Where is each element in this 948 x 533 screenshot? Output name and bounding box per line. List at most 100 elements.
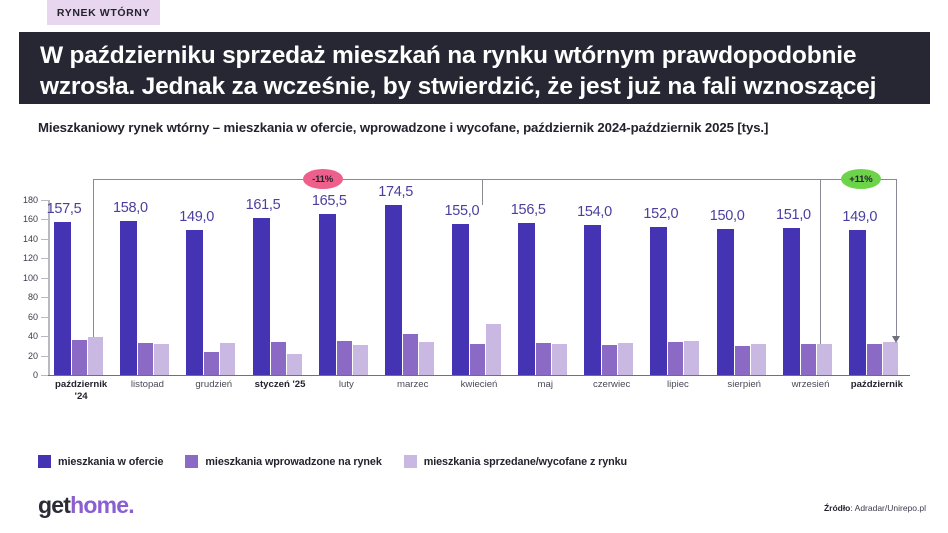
y-tick-label: 20 bbox=[27, 350, 38, 361]
bar-value-label: 149,0 bbox=[842, 209, 878, 226]
bar-value-label: 149,0 bbox=[179, 209, 215, 226]
bar bbox=[204, 352, 220, 375]
x-tick-label: październik '24 bbox=[55, 379, 108, 402]
x-tick-label: listopad bbox=[130, 379, 164, 390]
bar-value-label: 154,0 bbox=[577, 204, 612, 221]
category-tag: RYNEK WTÓRNY bbox=[47, 0, 160, 25]
bar bbox=[137, 343, 153, 375]
bar bbox=[186, 230, 204, 375]
y-tick-label: 80 bbox=[27, 292, 38, 303]
bar bbox=[867, 344, 883, 375]
annotation-connector bbox=[93, 179, 95, 338]
gethome-logo: gethome. bbox=[38, 492, 135, 519]
headline-banner: W październiku sprzedaż mieszkań na rynk… bbox=[19, 32, 930, 104]
y-tick-mark bbox=[41, 297, 48, 299]
legend-item[interactable]: mieszkania sprzedane/wycofane z rynku bbox=[403, 455, 628, 468]
bar-value-label: 150,0 bbox=[709, 208, 745, 225]
y-tick-label: 160 bbox=[22, 214, 38, 225]
bar bbox=[153, 343, 169, 375]
y-tick-mark bbox=[41, 316, 48, 318]
bar-group bbox=[650, 200, 700, 375]
bar bbox=[849, 230, 867, 375]
bar bbox=[817, 344, 833, 375]
bar bbox=[53, 221, 71, 375]
bar bbox=[783, 228, 801, 375]
x-tick-label: marzec bbox=[396, 379, 429, 390]
bar-value-label: 152,0 bbox=[643, 206, 679, 223]
bar bbox=[734, 346, 750, 375]
bar bbox=[602, 345, 618, 375]
bar bbox=[517, 222, 535, 375]
bar-chart: 0 20 40 60 80 100 120 140 160 180 157,5 październi… bbox=[0, 160, 948, 430]
y-tick-label: 0 bbox=[32, 370, 38, 380]
x-axis-line bbox=[48, 374, 910, 376]
bar bbox=[87, 337, 103, 375]
bar bbox=[252, 218, 270, 375]
bar-group bbox=[783, 200, 833, 375]
y-tick-label: 40 bbox=[27, 331, 38, 342]
source-value: : Adradar/Unirepo.pl bbox=[850, 503, 926, 513]
y-tick-label: 180 bbox=[22, 195, 38, 205]
bar bbox=[469, 343, 485, 375]
y-tick-mark bbox=[41, 219, 48, 221]
legend-label: mieszkania w ofercie bbox=[58, 455, 164, 468]
bar bbox=[883, 341, 899, 375]
bar-value-label: 174,5 bbox=[378, 184, 413, 201]
bar-group bbox=[119, 200, 169, 375]
x-tick-label: maj bbox=[537, 379, 554, 390]
annotation-arrowhead bbox=[892, 335, 901, 343]
badge-growth: +11% bbox=[840, 169, 881, 189]
bar bbox=[801, 344, 817, 375]
bar bbox=[119, 221, 137, 375]
y-tick-mark bbox=[41, 355, 48, 357]
annotation-connector bbox=[819, 179, 821, 345]
y-tick-mark bbox=[41, 200, 48, 201]
bar-group bbox=[252, 200, 302, 375]
legend-item[interactable]: mieszkania wprowadzone na rynek bbox=[185, 455, 382, 468]
x-tick-label: kwiecień bbox=[460, 379, 498, 390]
annotation-connector bbox=[93, 179, 482, 181]
x-tick-label: sierpień bbox=[727, 379, 762, 390]
bar-group bbox=[849, 200, 899, 375]
bar bbox=[336, 341, 352, 375]
x-tick-label: grudzień bbox=[195, 379, 233, 390]
bar bbox=[750, 344, 766, 375]
y-tick-label: 100 bbox=[22, 272, 38, 283]
legend-label: mieszkania sprzedane/wycofane z rynku bbox=[423, 455, 628, 468]
bar-group bbox=[451, 200, 501, 375]
y-tick-label: 120 bbox=[22, 253, 38, 264]
badge-decline: -11% bbox=[302, 169, 343, 189]
bar-group bbox=[716, 200, 766, 375]
y-axis-line bbox=[48, 200, 50, 375]
bar bbox=[220, 343, 236, 375]
bar bbox=[684, 340, 700, 375]
y-tick-mark bbox=[41, 238, 48, 240]
annotation-connector bbox=[895, 179, 898, 336]
legend-label: mieszkania wprowadzone na rynek bbox=[205, 455, 382, 468]
logo-text-home: home. bbox=[70, 492, 135, 518]
bar-value-label: 157,5 bbox=[46, 200, 82, 217]
bar-value-label: 158,0 bbox=[112, 200, 148, 217]
y-tick-mark bbox=[41, 375, 48, 376]
bar-value-label: 155,0 bbox=[444, 203, 480, 220]
legend-swatch bbox=[38, 455, 51, 468]
x-tick-label: styczeń '25 bbox=[254, 379, 306, 390]
chart-subtitle: Mieszkaniowy rynek wtórny – mieszkania w… bbox=[38, 120, 769, 135]
y-tick-mark bbox=[41, 277, 48, 279]
bar bbox=[286, 354, 302, 375]
x-tick-label: wrzesień bbox=[791, 379, 830, 390]
legend-item[interactable]: mieszkania w ofercie bbox=[38, 455, 164, 468]
bar-value-label: 156,5 bbox=[510, 201, 546, 218]
y-tick-mark bbox=[41, 258, 48, 260]
source-label: Źródło bbox=[823, 503, 851, 513]
y-tick-label: 140 bbox=[22, 233, 38, 244]
bar-group bbox=[584, 200, 634, 375]
y-tick-label: 60 bbox=[27, 311, 38, 322]
legend-swatch bbox=[185, 455, 199, 468]
bar-group bbox=[318, 200, 368, 375]
bar bbox=[551, 344, 567, 375]
bar bbox=[485, 324, 501, 375]
bar bbox=[584, 225, 602, 375]
chart-legend: mieszkania w ofercie mieszkania wprowadzo… bbox=[38, 455, 649, 468]
